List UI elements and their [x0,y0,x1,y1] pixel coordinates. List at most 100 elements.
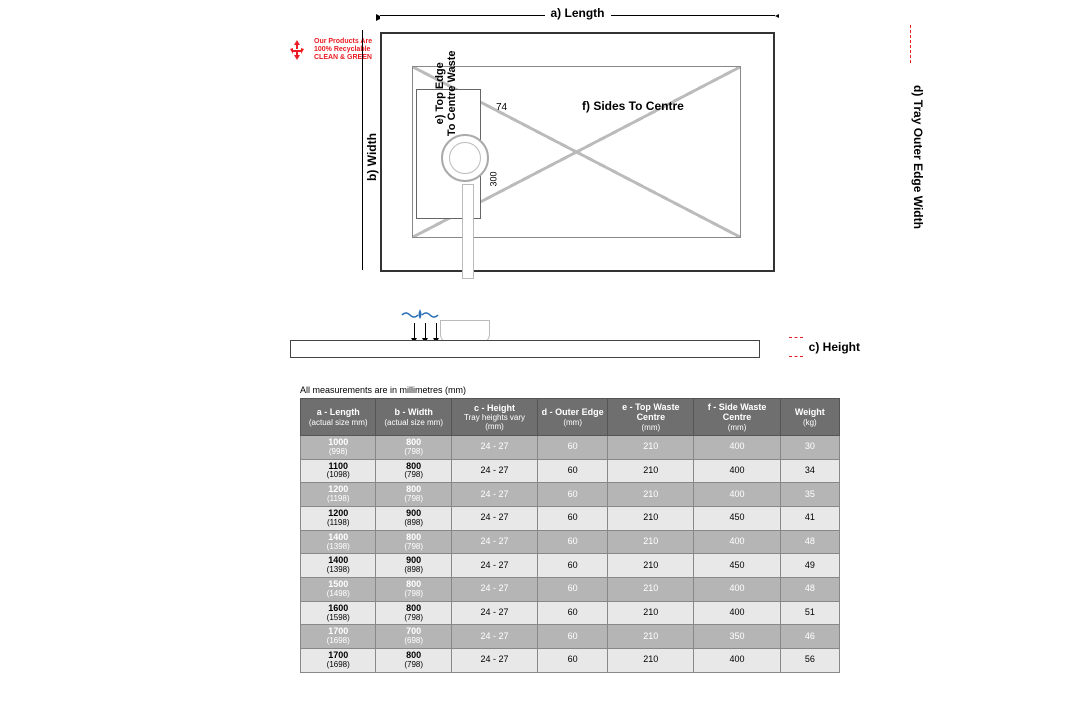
cell-f: 400 [694,578,780,602]
cell-d: 60 [538,459,608,483]
cell-e: 210 [608,554,694,578]
cell-g: 49 [780,554,839,578]
col-header: Weight(kg) [780,399,839,436]
cell-a: 1000(998) [301,435,376,459]
cell-b: 800(798) [376,649,451,673]
cell-a: 1100(1098) [301,459,376,483]
col-header: a - Length(actual size mm) [301,399,376,436]
cell-f: 400 [694,435,780,459]
cell-b: 800(798) [376,530,451,554]
col-header: d - Outer Edge(mm) [538,399,608,436]
cell-g: 48 [780,578,839,602]
cell-e: 210 [608,530,694,554]
cell-b: 800(798) [376,483,451,507]
label-d: d) Tray Outer Edge Width [911,85,925,229]
cell-d: 60 [538,625,608,649]
cell-f: 400 [694,483,780,507]
water-arrows [414,323,437,339]
dimension-c: c) Height [789,337,860,357]
cell-g: 41 [780,506,839,530]
cell-g: 34 [780,459,839,483]
tray-side-view: c) Height [290,325,810,375]
cell-a: 1400(1398) [301,530,376,554]
cell-b: 900(898) [376,506,451,530]
dim-300: 300 [489,171,499,186]
cell-a: 1500(1498) [301,578,376,602]
table-row: 1100(1098)800(798)24 - 276021040034 [301,459,840,483]
cell-d: 60 [538,506,608,530]
side-tray-profile [290,340,760,358]
cell-b: 900(898) [376,554,451,578]
tray-plan-view: e) Top EdgeTo Centre Waste f) Sides To C… [380,32,775,272]
cell-b: 800(798) [376,435,451,459]
label-a: a) Length [545,6,611,20]
cell-e: 210 [608,435,694,459]
drain-pipe [462,184,474,279]
cell-g: 48 [780,530,839,554]
cell-g: 51 [780,601,839,625]
dim-74: 74 [496,102,507,113]
cell-a: 1600(1598) [301,601,376,625]
cell-d: 60 [538,530,608,554]
table-row: 1400(1398)900(898)24 - 276021045049 [301,554,840,578]
dimension-b: b) Width [362,30,363,270]
table-note: All measurements are in millimetres (mm) [300,385,840,395]
label-b: b) Width [365,129,379,185]
cell-a: 1700(1698) [301,625,376,649]
cell-d: 60 [538,578,608,602]
cell-e: 210 [608,649,694,673]
cell-c: 24 - 27 [451,601,537,625]
table-row: 1700(1698)700(698)24 - 276021035046 [301,625,840,649]
table-row: 1200(1198)800(798)24 - 276021040035 [301,483,840,507]
cell-b: 700(698) [376,625,451,649]
cell-e: 210 [608,483,694,507]
cell-c: 24 - 27 [451,530,537,554]
waste-drain-icon [441,134,489,182]
cell-f: 450 [694,506,780,530]
cell-d: 60 [538,554,608,578]
cell-f: 400 [694,459,780,483]
col-header: c - HeightTray heights vary (mm) [451,399,537,436]
cell-a: 1200(1198) [301,506,376,530]
cell-f: 450 [694,554,780,578]
cell-f: 350 [694,625,780,649]
col-header: e - Top Waste Centre(mm) [608,399,694,436]
cell-c: 24 - 27 [451,506,537,530]
cell-c: 24 - 27 [451,578,537,602]
label-f: f) Sides To Centre [582,99,684,113]
cell-c: 24 - 27 [451,625,537,649]
col-header: f - Side Waste Centre(mm) [694,399,780,436]
cell-c: 24 - 27 [451,554,537,578]
cell-g: 56 [780,649,839,673]
cell-e: 210 [608,578,694,602]
cell-a: 1700(1698) [301,649,376,673]
table-row: 1200(1198)900(898)24 - 276021045041 [301,506,840,530]
cell-c: 24 - 27 [451,483,537,507]
table-row: 1600(1598)800(798)24 - 276021040051 [301,601,840,625]
cell-e: 210 [608,601,694,625]
cell-g: 46 [780,625,839,649]
cell-g: 30 [780,435,839,459]
cell-b: 800(798) [376,459,451,483]
label-e: e) Top EdgeTo Centre Waste [434,51,458,137]
cell-d: 60 [538,483,608,507]
spec-table-section: All measurements are in millimetres (mm)… [300,385,840,673]
table-row: 1400(1398)800(798)24 - 276021040048 [301,530,840,554]
cell-g: 35 [780,483,839,507]
cell-f: 400 [694,649,780,673]
table-row: 1700(1698)800(798)24 - 276021040056 [301,649,840,673]
col-header: b - Width(actual size mm) [376,399,451,436]
cell-c: 24 - 27 [451,649,537,673]
cell-c: 24 - 27 [451,459,537,483]
cell-d: 60 [538,435,608,459]
cell-a: 1200(1198) [301,483,376,507]
cell-a: 1400(1398) [301,554,376,578]
spec-table: a - Length(actual size mm)b - Width(actu… [300,398,840,673]
cell-f: 400 [694,530,780,554]
cell-f: 400 [694,601,780,625]
cell-e: 210 [608,506,694,530]
table-row: 1000(998)800(798)24 - 276021040030 [301,435,840,459]
cell-e: 210 [608,625,694,649]
cell-e: 210 [608,459,694,483]
cell-d: 60 [538,649,608,673]
